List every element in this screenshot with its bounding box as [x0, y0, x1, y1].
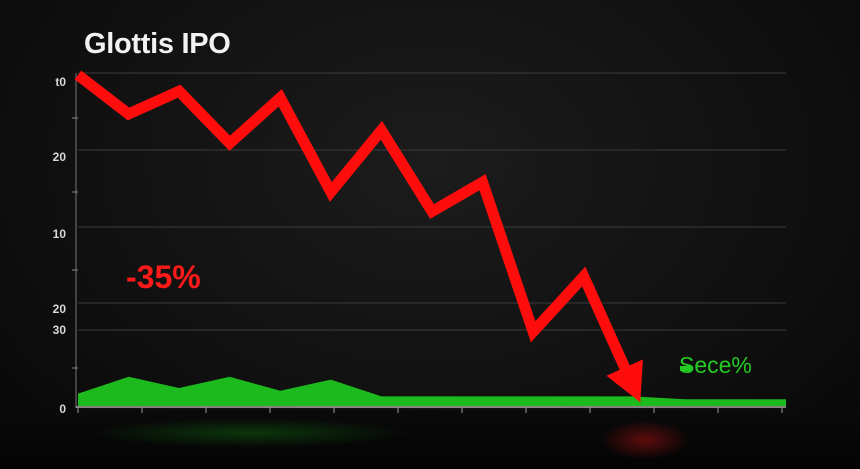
- green-dash-marker: [680, 366, 691, 371]
- y-tick-label: 30: [53, 323, 67, 337]
- y-tick-label: t0: [55, 75, 66, 89]
- y-tick-label: 20: [53, 302, 67, 316]
- red-arrowhead: [606, 359, 643, 403]
- y-tick-label: 20: [53, 150, 67, 164]
- annotation-green: Sece%: [679, 352, 752, 379]
- red-reflection-glow: [600, 420, 690, 460]
- floor-reflection: [0, 410, 860, 469]
- y-tick-label: 10: [53, 227, 67, 241]
- annotation-decline: -35%: [126, 259, 201, 295]
- red-decline-line: [74, 70, 633, 378]
- chart-title: Glottis IPO: [84, 28, 231, 60]
- green-reflection-glow: [90, 418, 410, 448]
- y-tick-label: 0: [59, 402, 66, 416]
- green-area-series: [78, 376, 786, 406]
- annotation-green-label: Sece%: [679, 352, 752, 378]
